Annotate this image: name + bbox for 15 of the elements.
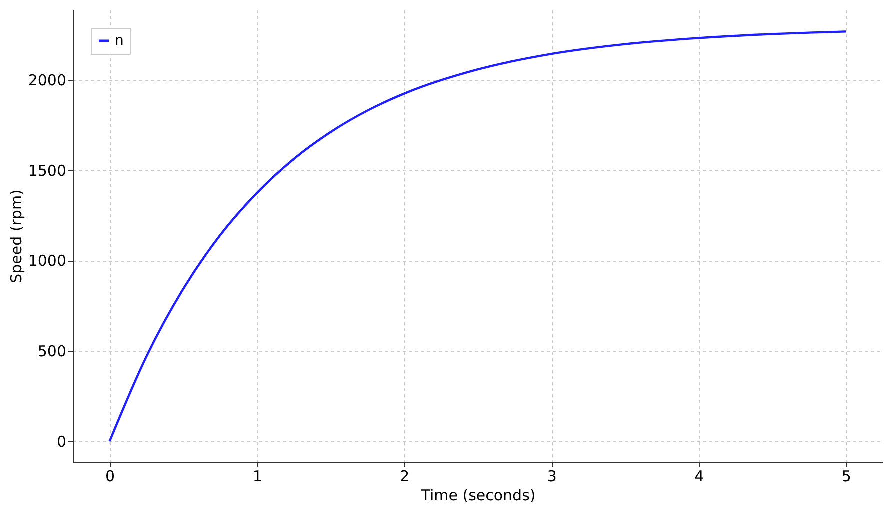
y-tick-label: 1500 <box>28 162 66 180</box>
legend-label: n <box>115 33 124 49</box>
x-tick-label: 4 <box>694 468 704 486</box>
x-tick-label: 0 <box>106 468 116 486</box>
line-series <box>108 30 848 443</box>
x-tick-label: 3 <box>547 468 557 486</box>
y-tick-label: 0 <box>56 432 66 451</box>
x-axis-title: Time (seconds) <box>420 486 536 504</box>
y-tick-label: 1000 <box>28 252 66 270</box>
x-tick-label: 2 <box>400 468 410 486</box>
y-tick-label: 2000 <box>28 72 66 90</box>
y-tick-label: 500 <box>38 342 66 361</box>
y-axis-title: Speed (rpm) <box>7 190 26 284</box>
x-tick-label: 5 <box>842 468 852 486</box>
x-tick-label: 1 <box>252 468 262 486</box>
